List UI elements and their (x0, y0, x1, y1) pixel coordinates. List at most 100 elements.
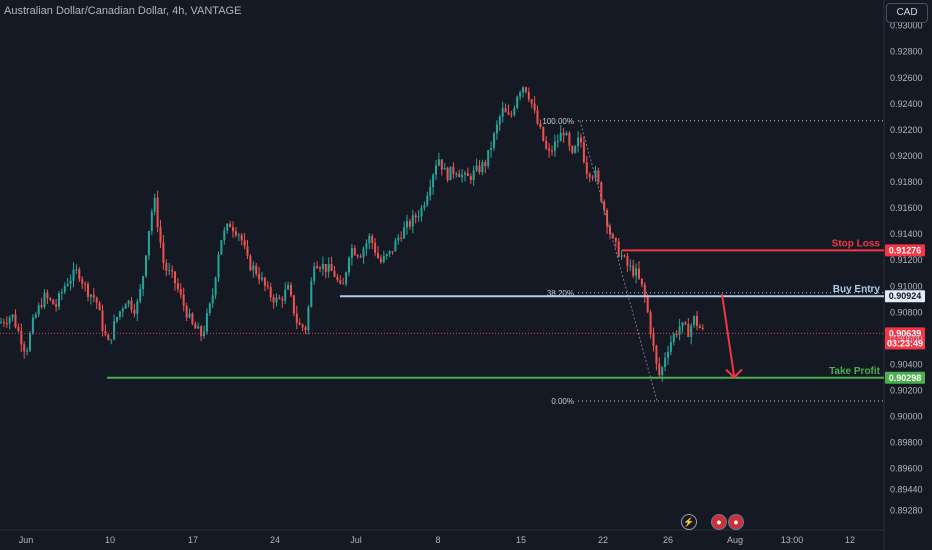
candle-body (669, 341, 672, 352)
y-tick-label: 0.90400 (890, 359, 923, 369)
x-tick-label: 13:00 (781, 535, 804, 545)
candle-body (568, 133, 571, 146)
candle-body (20, 330, 23, 345)
candle-body (232, 227, 234, 232)
candle-body (484, 162, 487, 167)
buy-entry-price-text: 0.90924 (889, 291, 922, 301)
candle-body (348, 258, 350, 273)
candle-body (635, 268, 638, 276)
candle-body (200, 326, 203, 337)
candle-body (26, 350, 29, 352)
candle-body (356, 255, 359, 257)
candle-body (359, 256, 362, 258)
candle-body (110, 339, 113, 341)
candle-body (0, 322, 2, 324)
candle-body (562, 132, 565, 136)
candle-body (435, 165, 437, 175)
candle-body (275, 297, 278, 303)
candle-body (406, 221, 408, 228)
candle-body (298, 322, 301, 325)
event-flag-icon[interactable]: ● (711, 514, 727, 530)
candle-body (377, 252, 379, 259)
candle-body (208, 303, 211, 314)
projection-arrow-line (721, 293, 735, 376)
candle-body (52, 299, 55, 305)
candle-body (87, 284, 89, 297)
candle-body (46, 292, 49, 299)
candle-body (481, 162, 484, 173)
candle-body (304, 327, 307, 331)
candle-body (542, 127, 545, 141)
candle-body (632, 265, 635, 276)
candle-body (426, 195, 429, 206)
candle-body (263, 277, 266, 286)
candle-body (240, 234, 243, 241)
candle-body (522, 87, 524, 93)
currency-button[interactable]: CAD (886, 3, 928, 23)
candle-body (220, 240, 223, 255)
candle-body (553, 141, 556, 152)
x-tick-label: Jul (350, 535, 362, 545)
candle-body (127, 300, 130, 305)
candle-body (139, 288, 142, 302)
candle-body (464, 173, 466, 175)
candle-body (623, 255, 626, 257)
candle-body (307, 306, 310, 331)
candle-body (530, 99, 533, 104)
buy-entry-label: Buy Entry (833, 284, 881, 295)
candle-body (693, 316, 696, 326)
event-flag-icon[interactable]: ● (728, 514, 744, 530)
candle-body (664, 357, 667, 368)
candle-body (266, 285, 269, 288)
candle-body (49, 298, 52, 300)
candle-body (600, 182, 603, 202)
candle-body (501, 108, 504, 117)
candle-body (316, 266, 319, 269)
candle-body (281, 298, 284, 301)
candle-body (246, 246, 249, 256)
x-tick-label: Jun (19, 535, 34, 545)
candle-body (234, 231, 237, 236)
candle-body (72, 269, 75, 281)
y-tick-label: 0.92800 (890, 47, 923, 57)
candle-body (371, 235, 374, 243)
candle-body (165, 263, 168, 271)
buy-entry-price-tag (885, 290, 925, 303)
candle-body (385, 254, 388, 257)
candle-body (81, 279, 84, 284)
y-tick-label: 0.89280 (890, 505, 923, 515)
candle-body (95, 297, 98, 303)
candle-body (34, 314, 37, 318)
candle-body (92, 294, 95, 298)
x-tick-label: 24 (270, 535, 280, 545)
candle-body (620, 255, 623, 257)
candle-body (2, 322, 5, 324)
x-tick-label: 26 (663, 535, 673, 545)
candle-body (667, 351, 669, 358)
y-tick-label: 0.92000 (890, 151, 923, 161)
candle-body (153, 197, 156, 212)
candle-body (443, 168, 446, 170)
x-tick-label: 22 (598, 535, 608, 545)
y-tick-label: 0.91000 (890, 281, 923, 291)
candle-body (461, 174, 464, 178)
candle-body (182, 294, 185, 306)
candle-body (696, 316, 698, 326)
candle-body (611, 234, 614, 238)
candle-body (133, 309, 136, 314)
candle-body (478, 165, 481, 173)
lightning-icon[interactable]: ⚡ (681, 514, 697, 530)
candle-body (353, 248, 356, 256)
candle-body (684, 322, 687, 325)
candle-body (226, 223, 229, 231)
candle-body (397, 237, 400, 241)
candle-body (603, 201, 606, 211)
candle-body (290, 284, 292, 296)
candle-body (319, 268, 321, 270)
candle-body (255, 265, 258, 275)
candle-body (327, 264, 330, 272)
candle-body (43, 292, 46, 307)
candle-body (432, 174, 435, 188)
candle-body (249, 255, 252, 271)
